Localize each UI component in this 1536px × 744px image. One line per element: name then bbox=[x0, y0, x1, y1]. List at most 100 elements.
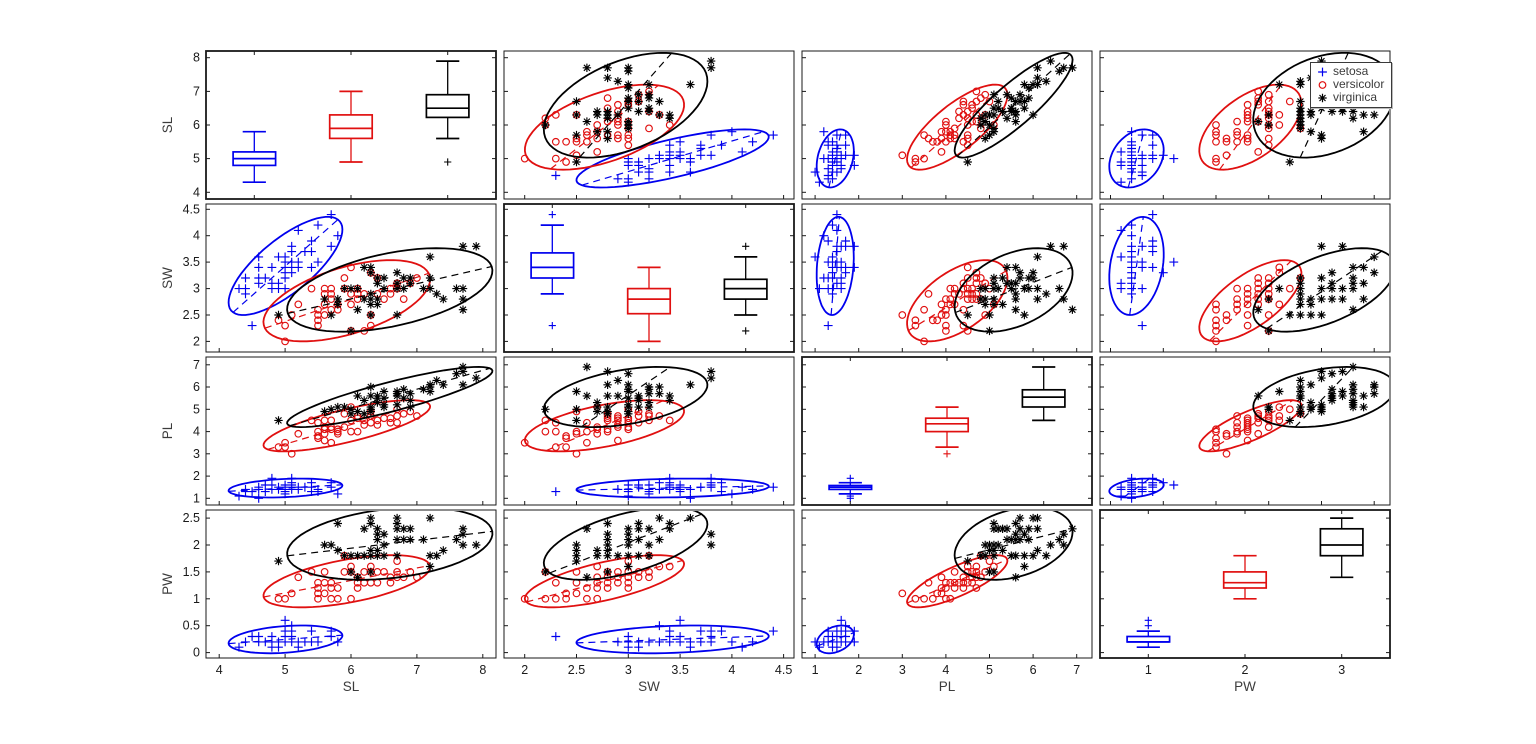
group-setosa bbox=[810, 210, 859, 330]
svg-text:4: 4 bbox=[728, 663, 735, 677]
group-virginica bbox=[274, 242, 494, 336]
group-virginica bbox=[274, 511, 494, 582]
svg-text:5: 5 bbox=[986, 663, 993, 677]
panel-SL-vs-PL bbox=[801, 50, 1093, 200]
svg-text:5: 5 bbox=[193, 152, 200, 166]
panel-SL-vs-groups: 4 5 6 7 8 bbox=[193, 50, 497, 200]
y-axis-label-PW: PW bbox=[160, 573, 175, 595]
svg-text:1: 1 bbox=[812, 663, 819, 677]
svg-text:6: 6 bbox=[193, 118, 200, 132]
svg-text:8: 8 bbox=[193, 51, 200, 65]
svg-text:4: 4 bbox=[942, 663, 949, 677]
svg-text:1.5: 1.5 bbox=[183, 565, 200, 579]
y-axis-label-PL: PL bbox=[160, 422, 175, 439]
svg-text:3.5: 3.5 bbox=[671, 663, 688, 677]
group-versicolor bbox=[1198, 83, 1305, 171]
svg-text:2: 2 bbox=[193, 469, 200, 483]
svg-text:2: 2 bbox=[521, 663, 528, 677]
group-virginica bbox=[541, 511, 716, 582]
svg-text:2.5: 2.5 bbox=[568, 663, 585, 677]
boxplot-setosa bbox=[530, 211, 575, 330]
panel-PW-vs-PL: 1 2 3 4 5 6 7 bbox=[801, 509, 1093, 677]
legend-label-versicolor: versicolor bbox=[1333, 77, 1385, 91]
panel-PW-vs-SL: 4 5 6 7 8 0 0.5 1 1.5 2 2.5 bbox=[183, 509, 497, 677]
group-versicolor bbox=[1198, 399, 1305, 458]
boxplot-setosa bbox=[1126, 616, 1171, 649]
svg-text:0.5: 0.5 bbox=[183, 619, 200, 633]
svg-text:2: 2 bbox=[1242, 663, 1249, 677]
group-virginica bbox=[953, 242, 1077, 336]
boxplot-setosa bbox=[828, 474, 873, 502]
svg-text:4: 4 bbox=[193, 185, 200, 199]
svg-text:4: 4 bbox=[216, 663, 223, 677]
legend-item-setosa: setosa bbox=[1315, 65, 1384, 78]
group-setosa bbox=[227, 615, 344, 655]
svg-text:1: 1 bbox=[193, 491, 200, 505]
group-virginica bbox=[274, 362, 494, 429]
svg-text:2.5: 2.5 bbox=[183, 308, 200, 322]
boxplot-virginica bbox=[425, 60, 470, 166]
x-axis-label-SW: SW bbox=[638, 679, 660, 694]
group-setosa bbox=[551, 127, 778, 189]
group-setosa bbox=[810, 615, 859, 655]
svg-text:3: 3 bbox=[193, 447, 200, 461]
panel-SW-vs-PL bbox=[801, 203, 1093, 353]
svg-text:7: 7 bbox=[413, 663, 420, 677]
svg-text:6: 6 bbox=[193, 380, 200, 394]
legend-label-setosa: setosa bbox=[1333, 64, 1369, 78]
svg-text:7: 7 bbox=[1073, 663, 1080, 677]
panel-PL-vs-SW bbox=[503, 356, 795, 506]
group-versicolor bbox=[1198, 259, 1305, 346]
boxplot-virginica bbox=[1319, 517, 1364, 579]
panel-SW-vs-PW bbox=[1099, 203, 1391, 353]
svg-text:1: 1 bbox=[1145, 663, 1152, 677]
svg-text:5: 5 bbox=[282, 663, 289, 677]
boxplot-setosa bbox=[232, 130, 277, 184]
group-setosa bbox=[227, 473, 344, 503]
group-virginica bbox=[953, 52, 1077, 167]
boxplot-versicolor bbox=[626, 266, 672, 343]
boxplot-versicolor bbox=[328, 90, 374, 163]
x-axis-label-PL: PL bbox=[939, 679, 956, 694]
group-virginica bbox=[541, 362, 716, 428]
svg-text:4.5: 4.5 bbox=[775, 663, 792, 677]
boxplot-virginica bbox=[1021, 366, 1066, 422]
svg-text:3.5: 3.5 bbox=[183, 255, 200, 269]
asterisk-marker-icon bbox=[1315, 92, 1330, 104]
svg-text:2: 2 bbox=[193, 334, 200, 348]
group-setosa bbox=[551, 615, 778, 655]
legend-item-versicolor: versicolor bbox=[1315, 78, 1384, 91]
legend-label-virginica: virginica bbox=[1333, 90, 1378, 104]
panel-PW-vs-groups: 1 2 3 bbox=[1099, 509, 1391, 677]
y-axis-label-SW: SW bbox=[160, 267, 175, 289]
panel-PL-vs-SL: 1 2 3 4 5 6 7 bbox=[193, 356, 497, 506]
svg-text:4: 4 bbox=[193, 229, 200, 243]
group-setosa bbox=[1108, 473, 1179, 503]
panel-SL-vs-SW bbox=[503, 50, 795, 200]
svg-text:4: 4 bbox=[193, 425, 200, 439]
group-versicolor bbox=[520, 551, 686, 609]
svg-text:5: 5 bbox=[193, 402, 200, 416]
group-setosa bbox=[1108, 127, 1179, 189]
group-virginica bbox=[1252, 362, 1389, 429]
svg-text:2.5: 2.5 bbox=[183, 511, 200, 525]
panel-SW-vs-groups bbox=[503, 203, 795, 353]
group-setosa bbox=[1108, 210, 1179, 330]
svg-text:7: 7 bbox=[193, 84, 200, 98]
panel-PL-vs-groups bbox=[801, 356, 1093, 506]
svg-text:1: 1 bbox=[193, 592, 200, 606]
svg-text:2: 2 bbox=[193, 538, 200, 552]
svg-text:6: 6 bbox=[348, 663, 355, 677]
group-setosa bbox=[810, 127, 859, 189]
svg-text:8: 8 bbox=[479, 663, 486, 677]
group-setosa bbox=[227, 210, 344, 330]
svg-text:7: 7 bbox=[193, 358, 200, 372]
svg-text:0: 0 bbox=[193, 646, 200, 660]
group-virginica bbox=[1252, 242, 1389, 336]
x-axis-label-SL: SL bbox=[343, 679, 360, 694]
panel-PL-vs-PW bbox=[1099, 356, 1391, 506]
group-virginica bbox=[541, 52, 716, 167]
svg-text:4.5: 4.5 bbox=[183, 202, 200, 216]
